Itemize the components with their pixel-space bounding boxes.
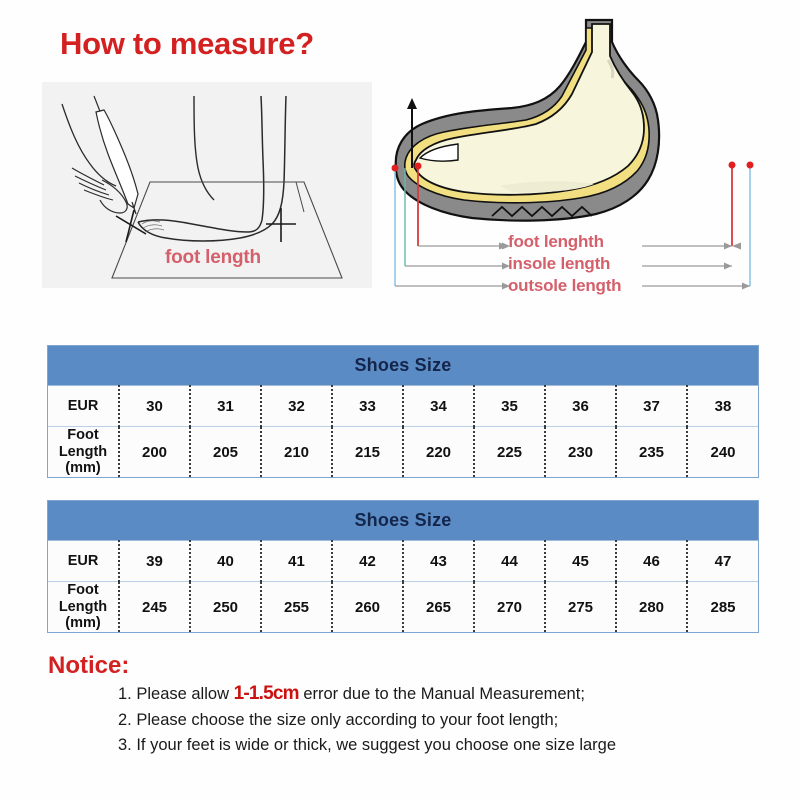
cell-foot-length: 270 (474, 581, 546, 633)
notice-heading: Notice: (48, 652, 130, 679)
cell-foot-length: 230 (545, 426, 617, 478)
cell-foot-length: 280 (616, 581, 688, 633)
cell-eur: 33 (332, 385, 404, 427)
cell-eur: 46 (616, 540, 688, 582)
cell-eur: 42 (332, 540, 404, 582)
cell-foot-length: 220 (403, 426, 475, 478)
cell-foot-length: 265 (403, 581, 475, 633)
cell-eur: 32 (261, 385, 333, 427)
cell-foot-length: 240 (687, 426, 758, 478)
row-label-foot-length: Foot Length (mm) (48, 581, 120, 633)
notice-list: 1. Please allow 1-1.5cm error due to the… (118, 681, 616, 759)
cell-foot-length: 275 (545, 581, 617, 633)
cell-eur: 43 (403, 540, 475, 582)
cell-foot-length: 235 (616, 426, 688, 478)
cell-eur: 45 (545, 540, 617, 582)
dim-label-outsole-length: outsole length (508, 276, 622, 295)
cell-eur: 31 (190, 385, 262, 427)
table-row: EUR 39 40 41 42 43 44 45 46 47 (48, 540, 758, 582)
notice-item-1-suffix: error due to the Manual Measurement; (298, 685, 585, 703)
foot-measure-illustration (42, 82, 372, 288)
table-header-title: Shoes Size (48, 501, 758, 541)
cell-foot-length: 285 (687, 581, 758, 633)
cell-foot-length: 200 (119, 426, 191, 478)
cell-eur: 38 (687, 385, 758, 427)
foot-length-caption: foot length (165, 247, 261, 268)
size-table-small: Shoes Size EUR 30 31 32 33 34 35 36 37 3… (47, 345, 759, 479)
cell-eur: 41 (261, 540, 333, 582)
cell-eur: 34 (403, 385, 475, 427)
cell-foot-length: 250 (190, 581, 262, 633)
notice-item-1: 1. Please allow 1-1.5cm error due to the… (118, 681, 616, 708)
table-row: Foot Length (mm) 245 250 255 260 265 270… (48, 581, 758, 633)
cell-foot-length: 205 (190, 426, 262, 478)
size-table-large: Shoes Size EUR 39 40 41 42 43 44 45 46 4… (47, 500, 759, 634)
cell-foot-length: 215 (332, 426, 404, 478)
row-label-foot-length-line1: Foot Length (58, 427, 108, 460)
cell-eur: 35 (474, 385, 546, 427)
notice-item-2: 2. Please choose the size only according… (118, 710, 559, 729)
cell-eur: 36 (545, 385, 617, 427)
row-label-foot-length-line2: (mm) (65, 615, 101, 632)
notice-item-1-prefix: 1. Please allow (118, 685, 234, 703)
table-header-title: Shoes Size (48, 346, 758, 386)
notice-item-3: 3. If your feet is wide or thick, we sug… (118, 736, 617, 754)
shoe-cross-section-illustration (380, 8, 780, 308)
cell-eur: 39 (119, 540, 191, 582)
cell-foot-length: 225 (474, 426, 546, 478)
cell-eur: 47 (687, 540, 758, 582)
row-label-eur: EUR (48, 540, 120, 582)
cell-foot-length: 210 (261, 426, 333, 478)
row-label-foot-length-line1: Foot Length (58, 582, 108, 615)
cell-eur: 44 (474, 540, 546, 582)
cell-foot-length: 260 (332, 581, 404, 633)
notice-item-1-highlight: 1-1.5cm (233, 683, 300, 704)
page-title: How to measure? (60, 26, 314, 61)
cell-eur: 30 (119, 385, 191, 427)
row-label-foot-length-line2: (mm) (65, 460, 101, 477)
dim-label-insole-length: insole length (508, 254, 611, 273)
row-label-foot-length: Foot Length (mm) (48, 426, 120, 478)
row-label-eur: EUR (48, 385, 120, 427)
table-row: Foot Length (mm) 200 205 210 215 220 225… (48, 426, 758, 478)
cell-eur: 40 (190, 540, 262, 582)
cell-eur: 37 (616, 385, 688, 427)
table-row: EUR 30 31 32 33 34 35 36 37 38 (48, 385, 758, 427)
cell-foot-length: 255 (261, 581, 333, 633)
cell-foot-length: 245 (119, 581, 191, 633)
dim-label-foot-length: foot lenghth (508, 232, 604, 251)
